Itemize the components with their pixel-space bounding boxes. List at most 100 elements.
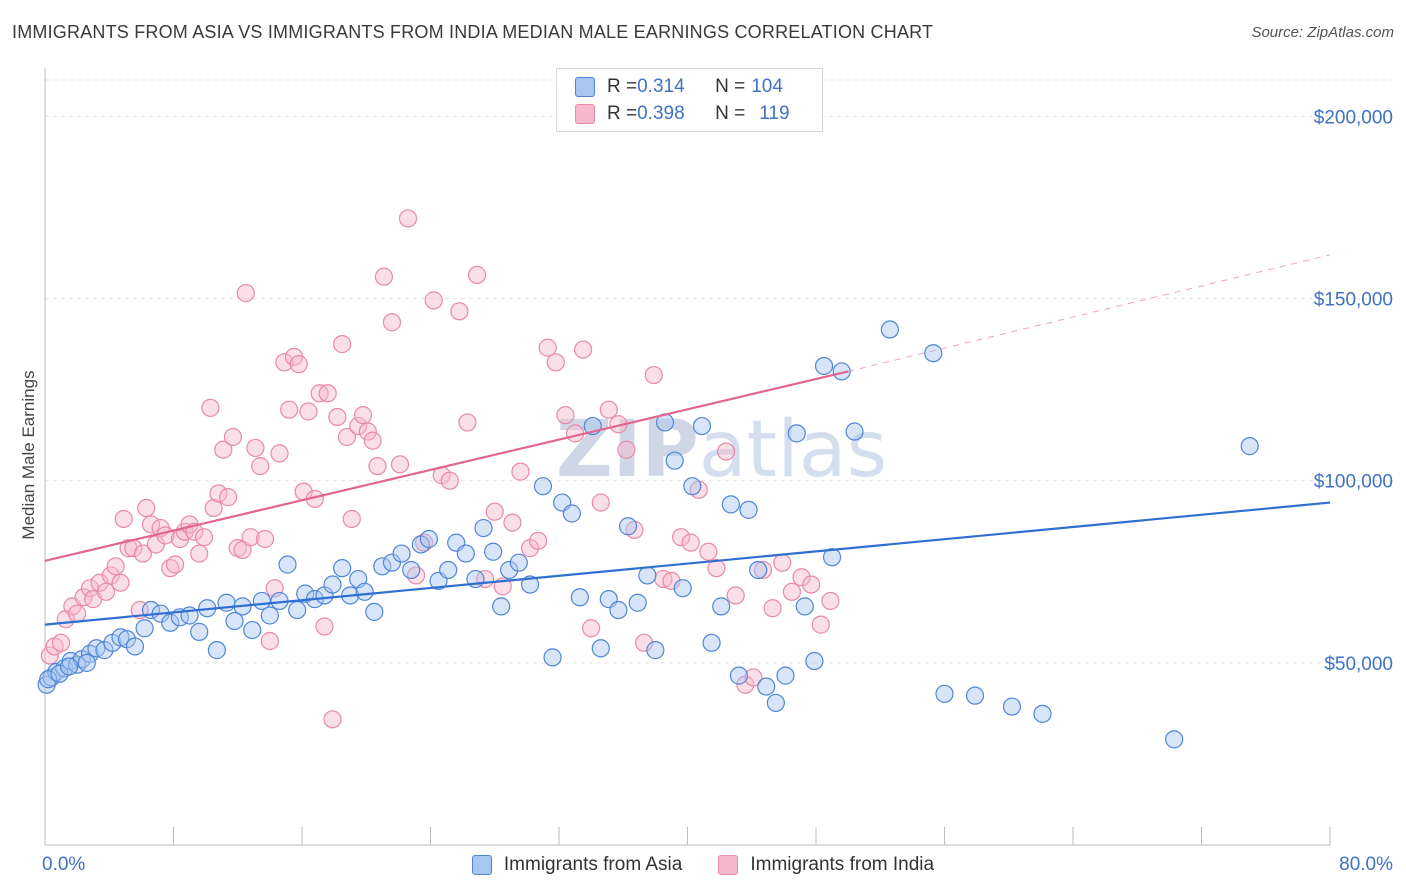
asia-point [135,619,154,638]
india-point [811,615,830,634]
india-point [753,560,773,580]
r-value: 0.398 [637,103,685,124]
india-point [251,457,270,476]
asia-point [1165,730,1184,749]
asia-point [392,544,411,563]
india-point [635,633,654,652]
india-point [51,633,71,652]
asia-point [365,602,384,621]
legend-label: Immigrants from Asia [503,854,683,875]
asia-point [161,613,180,632]
india-point [137,498,156,518]
india-point [90,573,109,592]
india-point [333,335,352,354]
x-tick-label: 80.0% [1339,854,1393,875]
asia-point [333,559,352,578]
india-point [398,209,418,228]
india-point [106,557,125,576]
asia-point [492,597,511,616]
india-point [390,455,410,474]
india-point [802,575,821,594]
india-point [260,631,279,651]
asia-point [1240,437,1259,456]
y-tick-label: $200,000 [1314,107,1393,128]
asia-swatch [575,77,595,97]
y-axis-label: Median Male Earnings [19,370,38,539]
asia-point [702,633,721,652]
india-point [114,509,133,529]
asia-point [570,588,589,607]
india-point [363,431,382,450]
india-point [671,528,691,547]
asia-point [965,686,985,705]
india-point [96,582,116,601]
india-point [349,416,368,436]
india-point [617,440,636,459]
india-point [546,353,565,372]
chart-title: IMMIGRANTS FROM ASIA VS IMMIGRANTS FROM … [12,22,934,42]
india-point [644,365,663,385]
india-point [141,515,161,534]
india-point [503,513,522,532]
tick-labels: $50,000 $100,000 $150,000 $200,000 0.0% 80.0% [42,107,1393,875]
india-point [328,407,347,427]
legend-stats: R = 0.314 N = 104 R = 0.398 N = 119 [556,68,823,132]
india-point [556,406,575,425]
asia-trend-line [44,501,1331,626]
asia-point [278,555,297,574]
india-point [101,566,120,585]
r-label: R = [607,103,638,124]
trend-lines [44,254,1331,626]
india-point [782,582,802,601]
asia-point [543,648,562,667]
india-point [219,488,238,507]
asia-point [814,356,834,376]
n-value: 119 [759,103,790,124]
asia-point [787,424,806,443]
axes [44,68,1331,846]
asia-point [382,553,402,572]
legend-label: Immigrants from India [750,854,935,875]
india-point [529,531,548,550]
asia-point [59,657,79,676]
asia-point [111,628,130,647]
asia-point [845,422,864,441]
india-point [773,553,792,572]
india-point [744,668,763,687]
asia-point [683,477,702,496]
india-point [204,498,223,518]
india-point [582,619,601,638]
india-point [591,493,610,512]
india-swatch [575,104,595,124]
r-value: 0.314 [637,76,685,97]
india-point [111,573,130,592]
india-point [214,440,233,459]
asia-point [729,666,749,685]
asia-point [924,344,943,363]
india-point [511,462,530,481]
india-point [662,571,681,590]
asia-point [935,684,954,703]
india-point [166,555,185,574]
asia-point [618,517,638,536]
india-point [246,438,265,458]
india-point [726,586,745,605]
asia-point [757,677,776,696]
legend-item-india[interactable]: Immigrants from India [718,854,934,876]
asia-point [125,637,145,656]
india-point [299,402,318,421]
india-point [763,599,782,618]
asia-point [1002,697,1022,716]
asia-point [39,670,58,689]
india-point [368,457,387,476]
asia-point [712,597,731,616]
n-label: N = [715,103,746,124]
legend-item-asia[interactable]: Immigrants from Asia [471,854,683,876]
asia-swatch [471,855,492,875]
india-point [280,400,299,419]
asia-point [673,579,692,598]
asia-point [190,622,209,641]
asia-point [456,544,475,563]
india-swatch [718,855,739,875]
asia-point [402,560,421,580]
